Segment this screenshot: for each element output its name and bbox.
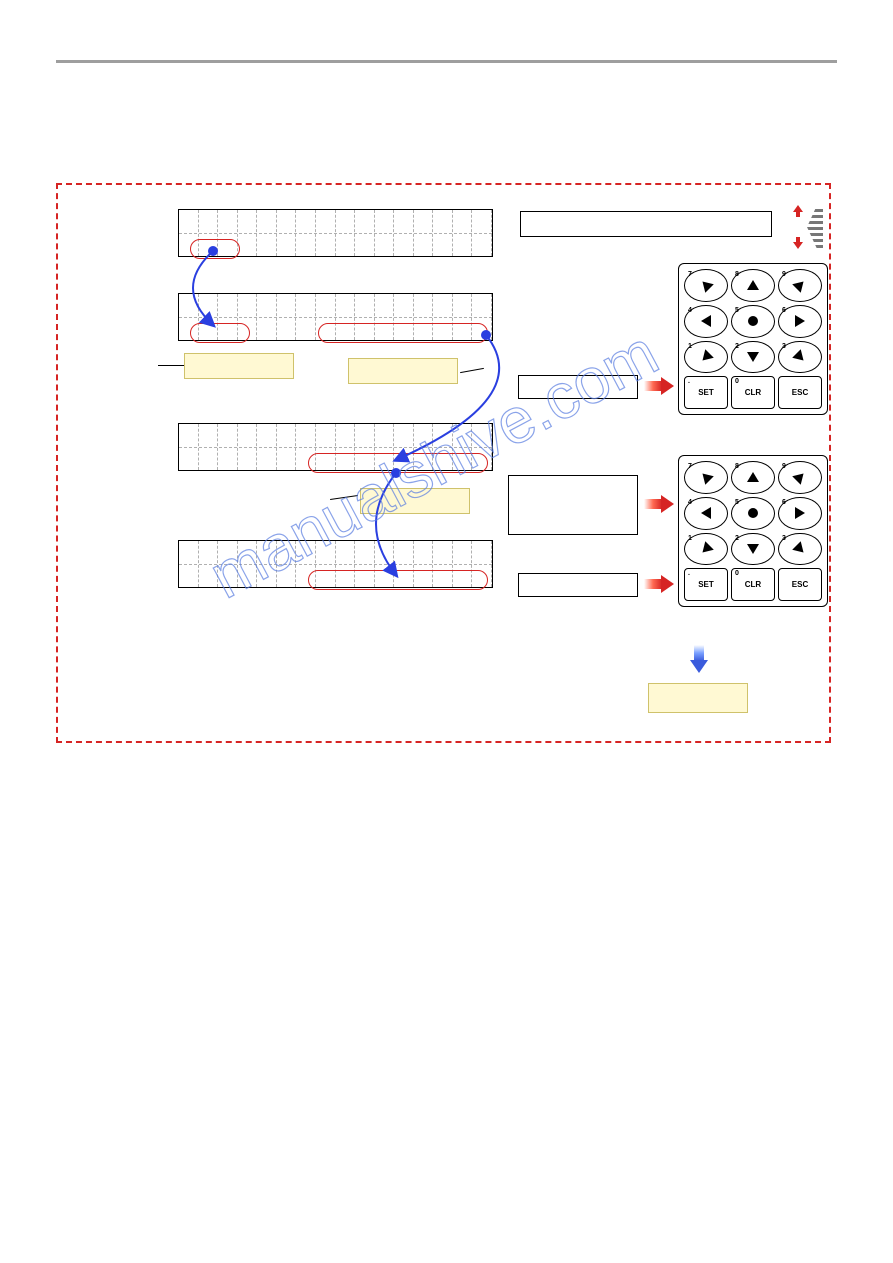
connector-curve bbox=[193, 251, 213, 325]
connector-layer bbox=[58, 185, 833, 745]
header-rule bbox=[56, 60, 837, 63]
callout-line-cl1 bbox=[158, 365, 184, 366]
diagram-frame: 789456123.SET0CLRESC789456123.SET0CLRESC… bbox=[56, 183, 831, 743]
connector-curve bbox=[396, 335, 499, 460]
connector-curve bbox=[376, 473, 396, 575]
